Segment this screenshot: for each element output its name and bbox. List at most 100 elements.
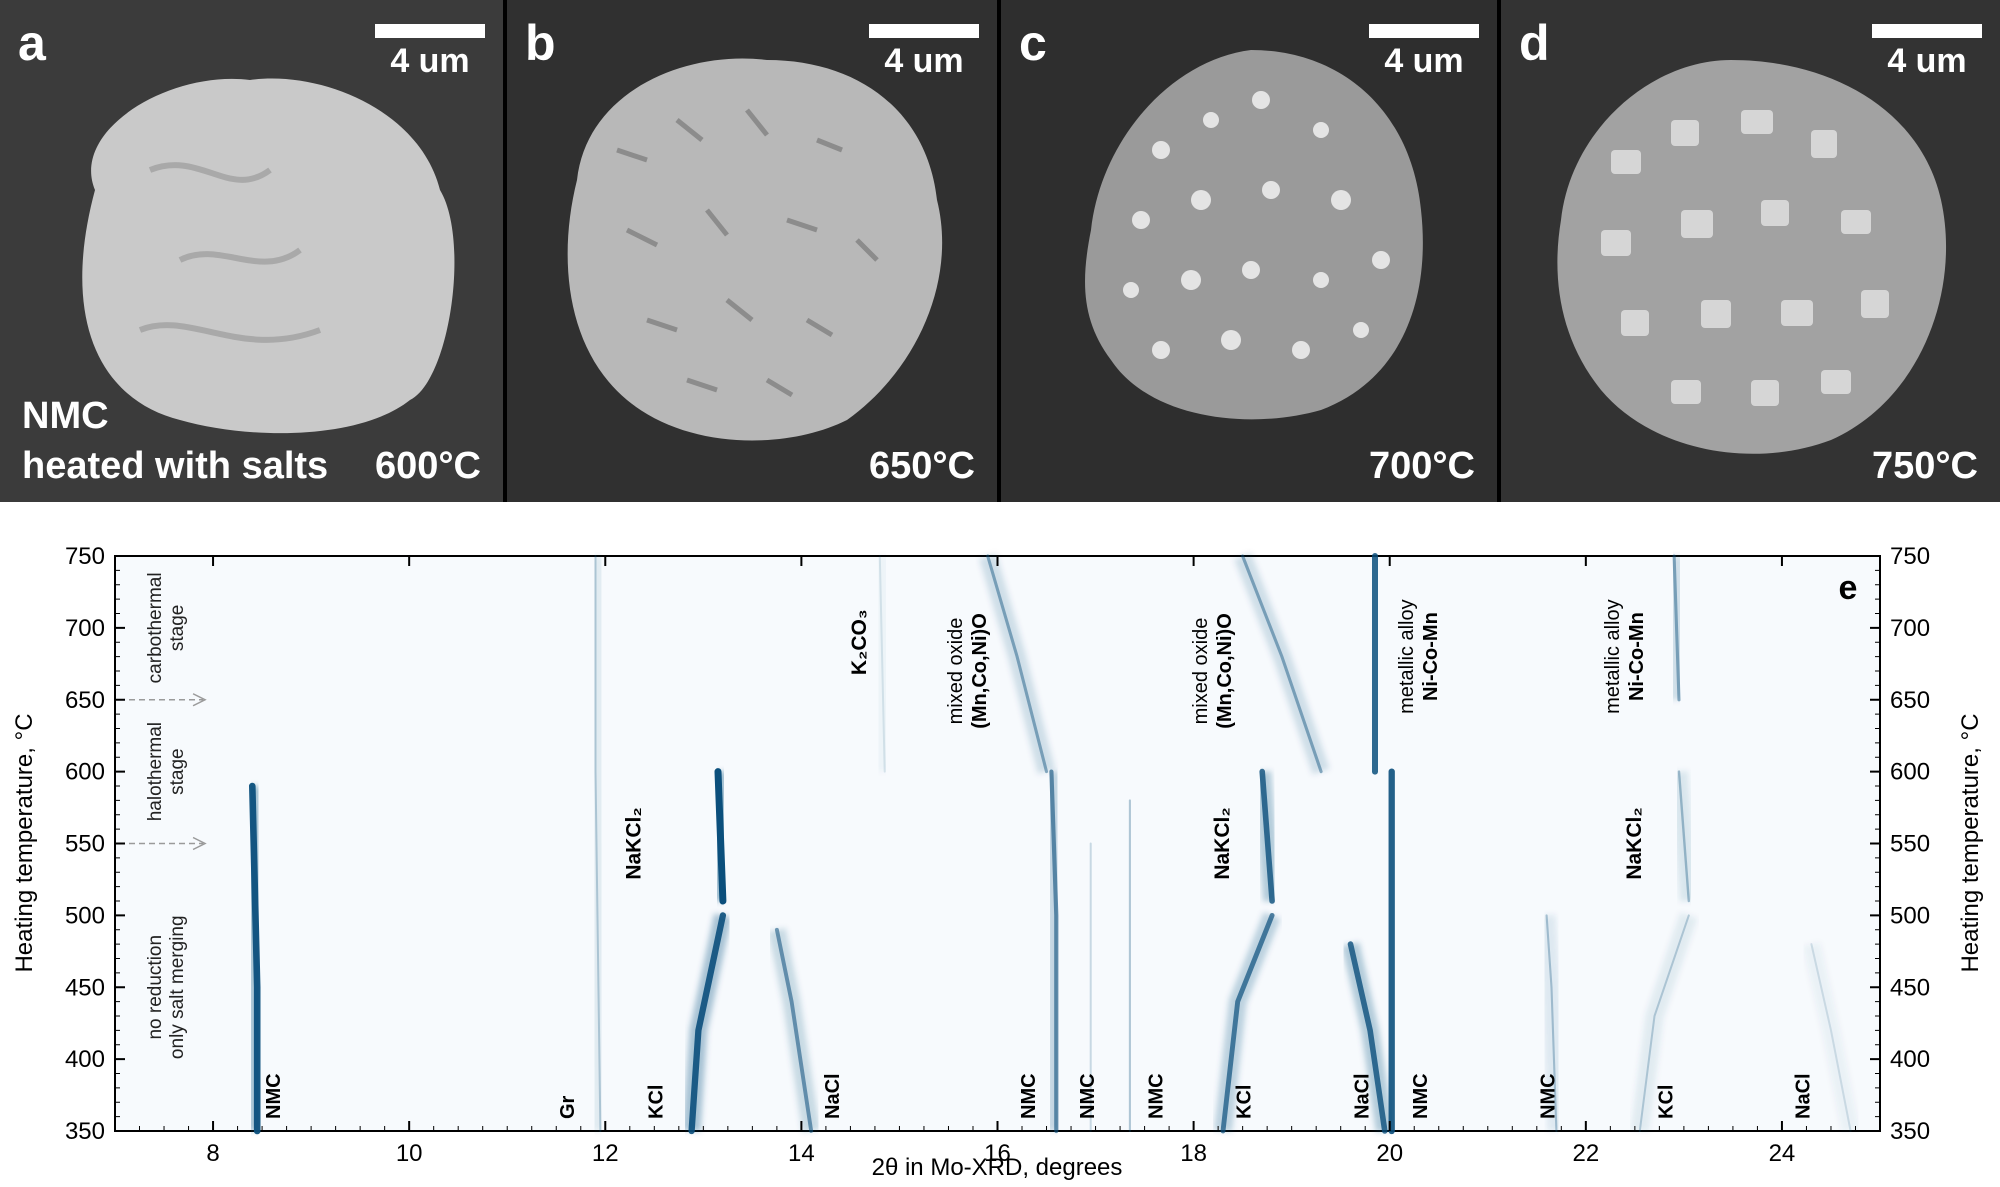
stage-label-line2: stage: [167, 748, 188, 794]
phase-label-line2: Ni-Co-Mn: [1626, 612, 1648, 701]
y-tick-label: 400: [65, 1046, 105, 1073]
y-tick-label: 350: [65, 1118, 105, 1145]
bottom-phase-label: NMC: [1410, 1073, 1432, 1119]
sem-image-b: [507, 0, 997, 502]
phase-label-line1: metallic alloy: [1602, 599, 1624, 713]
y-axis-label-right: Heating temperature, °C: [1957, 713, 1984, 972]
bottom-phase-label: Gr: [557, 1095, 579, 1119]
stage-label-line2: stage: [167, 605, 188, 651]
phase-label-text: NaKCl₂: [623, 807, 646, 879]
phase-label: NaKCl₂: [1623, 807, 1646, 879]
scale-label: 4 um: [390, 42, 470, 80]
x-tick-label: 20: [1376, 1140, 1403, 1167]
bottom-phase-text: NMC: [1018, 1073, 1040, 1119]
y-tick-label-right: 400: [1890, 1046, 1930, 1073]
x-tick-label: 14: [788, 1140, 815, 1167]
plot-area: [114, 555, 1881, 1132]
axes: 8 10 12 14 16 18 20 22 24 350 350 400 400 450 450 500 50…: [65, 543, 1930, 1167]
y-tick-label: 500: [65, 902, 105, 929]
bottom-phase-label: NaCl: [822, 1073, 844, 1119]
y-tick-label: 650: [65, 687, 105, 714]
bottom-phase-label: NMC: [1018, 1073, 1040, 1119]
stage-label: no reduction only salt merging: [145, 915, 188, 1059]
band-5: [1049, 769, 1059, 1134]
scale-label: 4 um: [884, 42, 964, 80]
band-20: [878, 555, 886, 773]
bottom-phase-label: NMC: [1538, 1073, 1560, 1119]
sem-panel-c: c 4 um 700°C: [1001, 0, 1497, 502]
sem-image-c: [1001, 0, 1497, 502]
phase-label: metallic alloy Ni-Co-Mn: [1396, 599, 1442, 713]
phase-label: K₂CO₃: [848, 609, 871, 675]
band-halo-16: [979, 553, 1056, 774]
y-tick-label: 450: [65, 974, 105, 1001]
panel-letter: b: [525, 15, 556, 71]
panel-letter: d: [1519, 15, 1550, 71]
band-4: [774, 927, 814, 1133]
y-tick-label-right: 600: [1890, 759, 1930, 786]
phase-label-line1: mixed oxide: [1190, 618, 1212, 725]
band-13: [1638, 914, 1690, 1132]
bottom-phase-text: KCl: [1234, 1085, 1256, 1119]
x-tick-label: 10: [396, 1140, 423, 1167]
xrd-heatmap-chart: no reduction only salt merging halothermal…: [11, 543, 1984, 1181]
bottom-phase-label: NMC: [1145, 1073, 1167, 1119]
bottom-phase-text: NMC: [263, 1073, 285, 1119]
bottom-phase-text: KCl: [1655, 1085, 1677, 1119]
panel-divider: [503, 0, 507, 502]
y-tick-label-right: 700: [1890, 615, 1930, 642]
x-tick-label: 22: [1572, 1140, 1599, 1167]
phase-label-line1: mixed oxide: [945, 618, 967, 725]
stage-label-line1: no reduction: [145, 935, 166, 1040]
bottom-phase-text: NaCl: [822, 1073, 844, 1119]
band-halo-13: [1630, 912, 1698, 1133]
band-halo-12: [1537, 914, 1566, 1132]
panel-letter: c: [1019, 15, 1047, 71]
caption-line1: NMC: [22, 395, 109, 437]
sem-panel-d: d 4 um 750°C: [1501, 0, 2000, 502]
band-16: [986, 554, 1049, 774]
x-tick-label: 12: [592, 1140, 619, 1167]
stage-boundary-arrow: [192, 836, 207, 851]
y-axis-label-left: Heating temperature, °C: [11, 713, 38, 972]
temperature-label: 600°C: [374, 445, 481, 487]
x-tick-label: 8: [206, 1140, 219, 1167]
phase-label-text: K₂CO₃: [848, 609, 871, 675]
y-tick-label: 600: [65, 759, 105, 786]
panel-letter-e: e: [1839, 569, 1858, 607]
stage-label-line2: only salt merging: [167, 915, 188, 1059]
bottom-phase-text: NMC: [1077, 1073, 1099, 1119]
phase-labels: NMC Gr KCl NaCl NMC NMC NMC KCl NaCl NMC NMC KCl NaC…: [263, 599, 1815, 1119]
stage-boundary-arrow: [192, 693, 207, 707]
panel-divider: [1497, 0, 1501, 502]
band-2: [688, 912, 727, 1135]
band-0: [249, 782, 261, 1135]
band-8: [1220, 912, 1275, 1134]
temperature-label: 750°C: [1871, 445, 1978, 487]
y-tick-label-right: 750: [1890, 543, 1930, 570]
bottom-phase-text: Gr: [557, 1095, 579, 1119]
band-12: [1545, 914, 1558, 1133]
band-10: [1347, 941, 1388, 1134]
y-tick-label: 750: [65, 543, 105, 570]
y-tick-label-right: 550: [1890, 831, 1930, 858]
band-halo-15: [1802, 942, 1860, 1133]
x-tick-label: 16: [984, 1140, 1011, 1167]
phase-label-line2: (Mn,Co,Ni)O: [969, 613, 991, 729]
y-tick-label-right: 350: [1890, 1118, 1930, 1145]
diffraction-bands: [243, 552, 1860, 1135]
stage-label-line1: carbothermal: [145, 572, 166, 683]
x-axis-label: 2θ in Mo-XRD, degrees: [872, 1154, 1123, 1181]
y-tick-label: 550: [65, 831, 105, 858]
band-17: [1241, 554, 1323, 774]
sem-panel-a: a 4 um NMC heated with salts 600°C: [0, 0, 503, 502]
stage-label-line1: halothermal: [145, 722, 166, 821]
phase-label: NaKCl₂: [623, 807, 646, 879]
stage-guides: no reduction only salt merging halothermal…: [119, 572, 207, 1059]
band-3: [714, 768, 727, 905]
temperature-label: 700°C: [1368, 445, 1475, 487]
sem-panel-b: b 4 um 650°C: [507, 0, 997, 502]
x-tick-label: 24: [1769, 1140, 1796, 1167]
bottom-phase-text: NaCl: [1351, 1073, 1373, 1119]
bottom-phase-label: KCl: [1655, 1085, 1677, 1119]
